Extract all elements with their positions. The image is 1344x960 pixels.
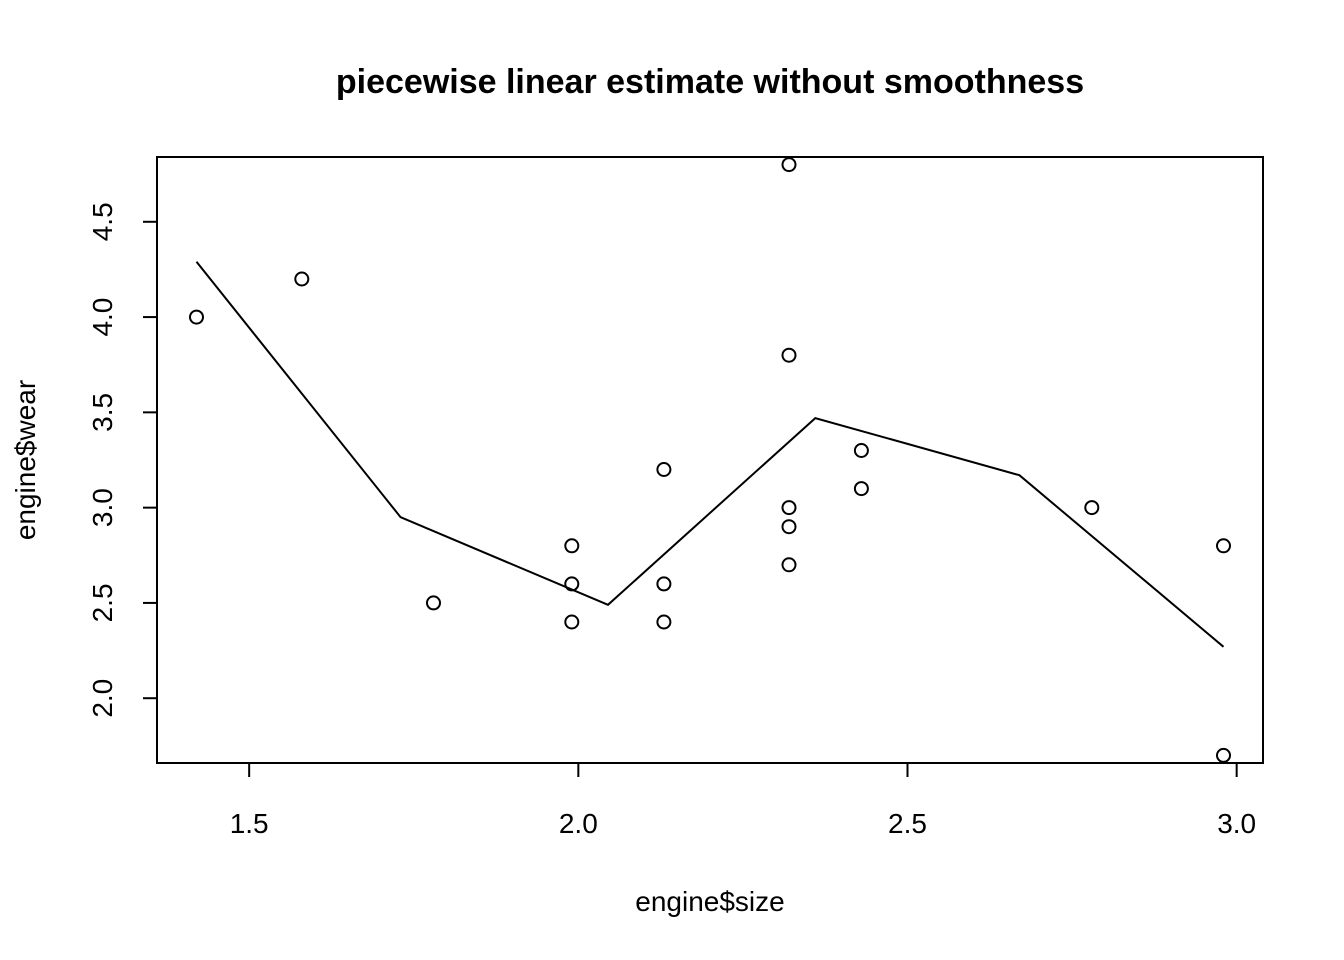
x-axis-label: engine$size	[635, 886, 784, 917]
data-point	[564, 538, 580, 554]
y-tick-label: 4.5	[87, 202, 118, 241]
x-tick-label: 2.5	[888, 808, 927, 839]
piecewise-linear-fit	[195, 261, 1225, 648]
x-tick-label: 3.0	[1217, 808, 1256, 839]
plot-frame	[156, 156, 1264, 764]
data-point	[189, 309, 204, 325]
y-tick-label: 4.0	[87, 298, 118, 337]
y-tick-label: 2.5	[87, 583, 118, 622]
data-point	[853, 443, 869, 458]
y-tick-label: 3.0	[87, 488, 118, 527]
data-point	[781, 557, 797, 573]
data-point	[564, 614, 580, 630]
data-point	[564, 576, 580, 592]
fit-line	[195, 261, 1225, 648]
data-point	[781, 347, 797, 363]
x-tick-label: 1.5	[230, 808, 269, 839]
y-tick-label: 3.5	[87, 393, 118, 432]
data-point	[1084, 500, 1100, 516]
data-point	[853, 481, 869, 497]
data-point	[1216, 538, 1231, 554]
y-tick-label: 2.0	[87, 679, 118, 718]
data-point	[656, 614, 672, 630]
data-point	[781, 519, 797, 535]
data-point	[656, 462, 672, 477]
data-points	[189, 157, 1231, 763]
data-point	[781, 157, 797, 173]
y-axis-ticks: 2.0 2.5 3.0 3.5 4.0 4.5	[87, 202, 157, 718]
y-axis-label: engine$wear	[10, 380, 41, 540]
data-point	[1216, 747, 1231, 763]
x-axis-ticks: 1.5 2.0 2.5 3.0	[230, 763, 1256, 839]
data-point	[426, 595, 441, 611]
data-point	[656, 576, 672, 592]
chart-title: piecewise linear estimate without smooth…	[336, 63, 1084, 101]
data-point	[781, 500, 797, 516]
data-point	[294, 271, 310, 287]
x-tick-label: 2.0	[559, 808, 598, 839]
